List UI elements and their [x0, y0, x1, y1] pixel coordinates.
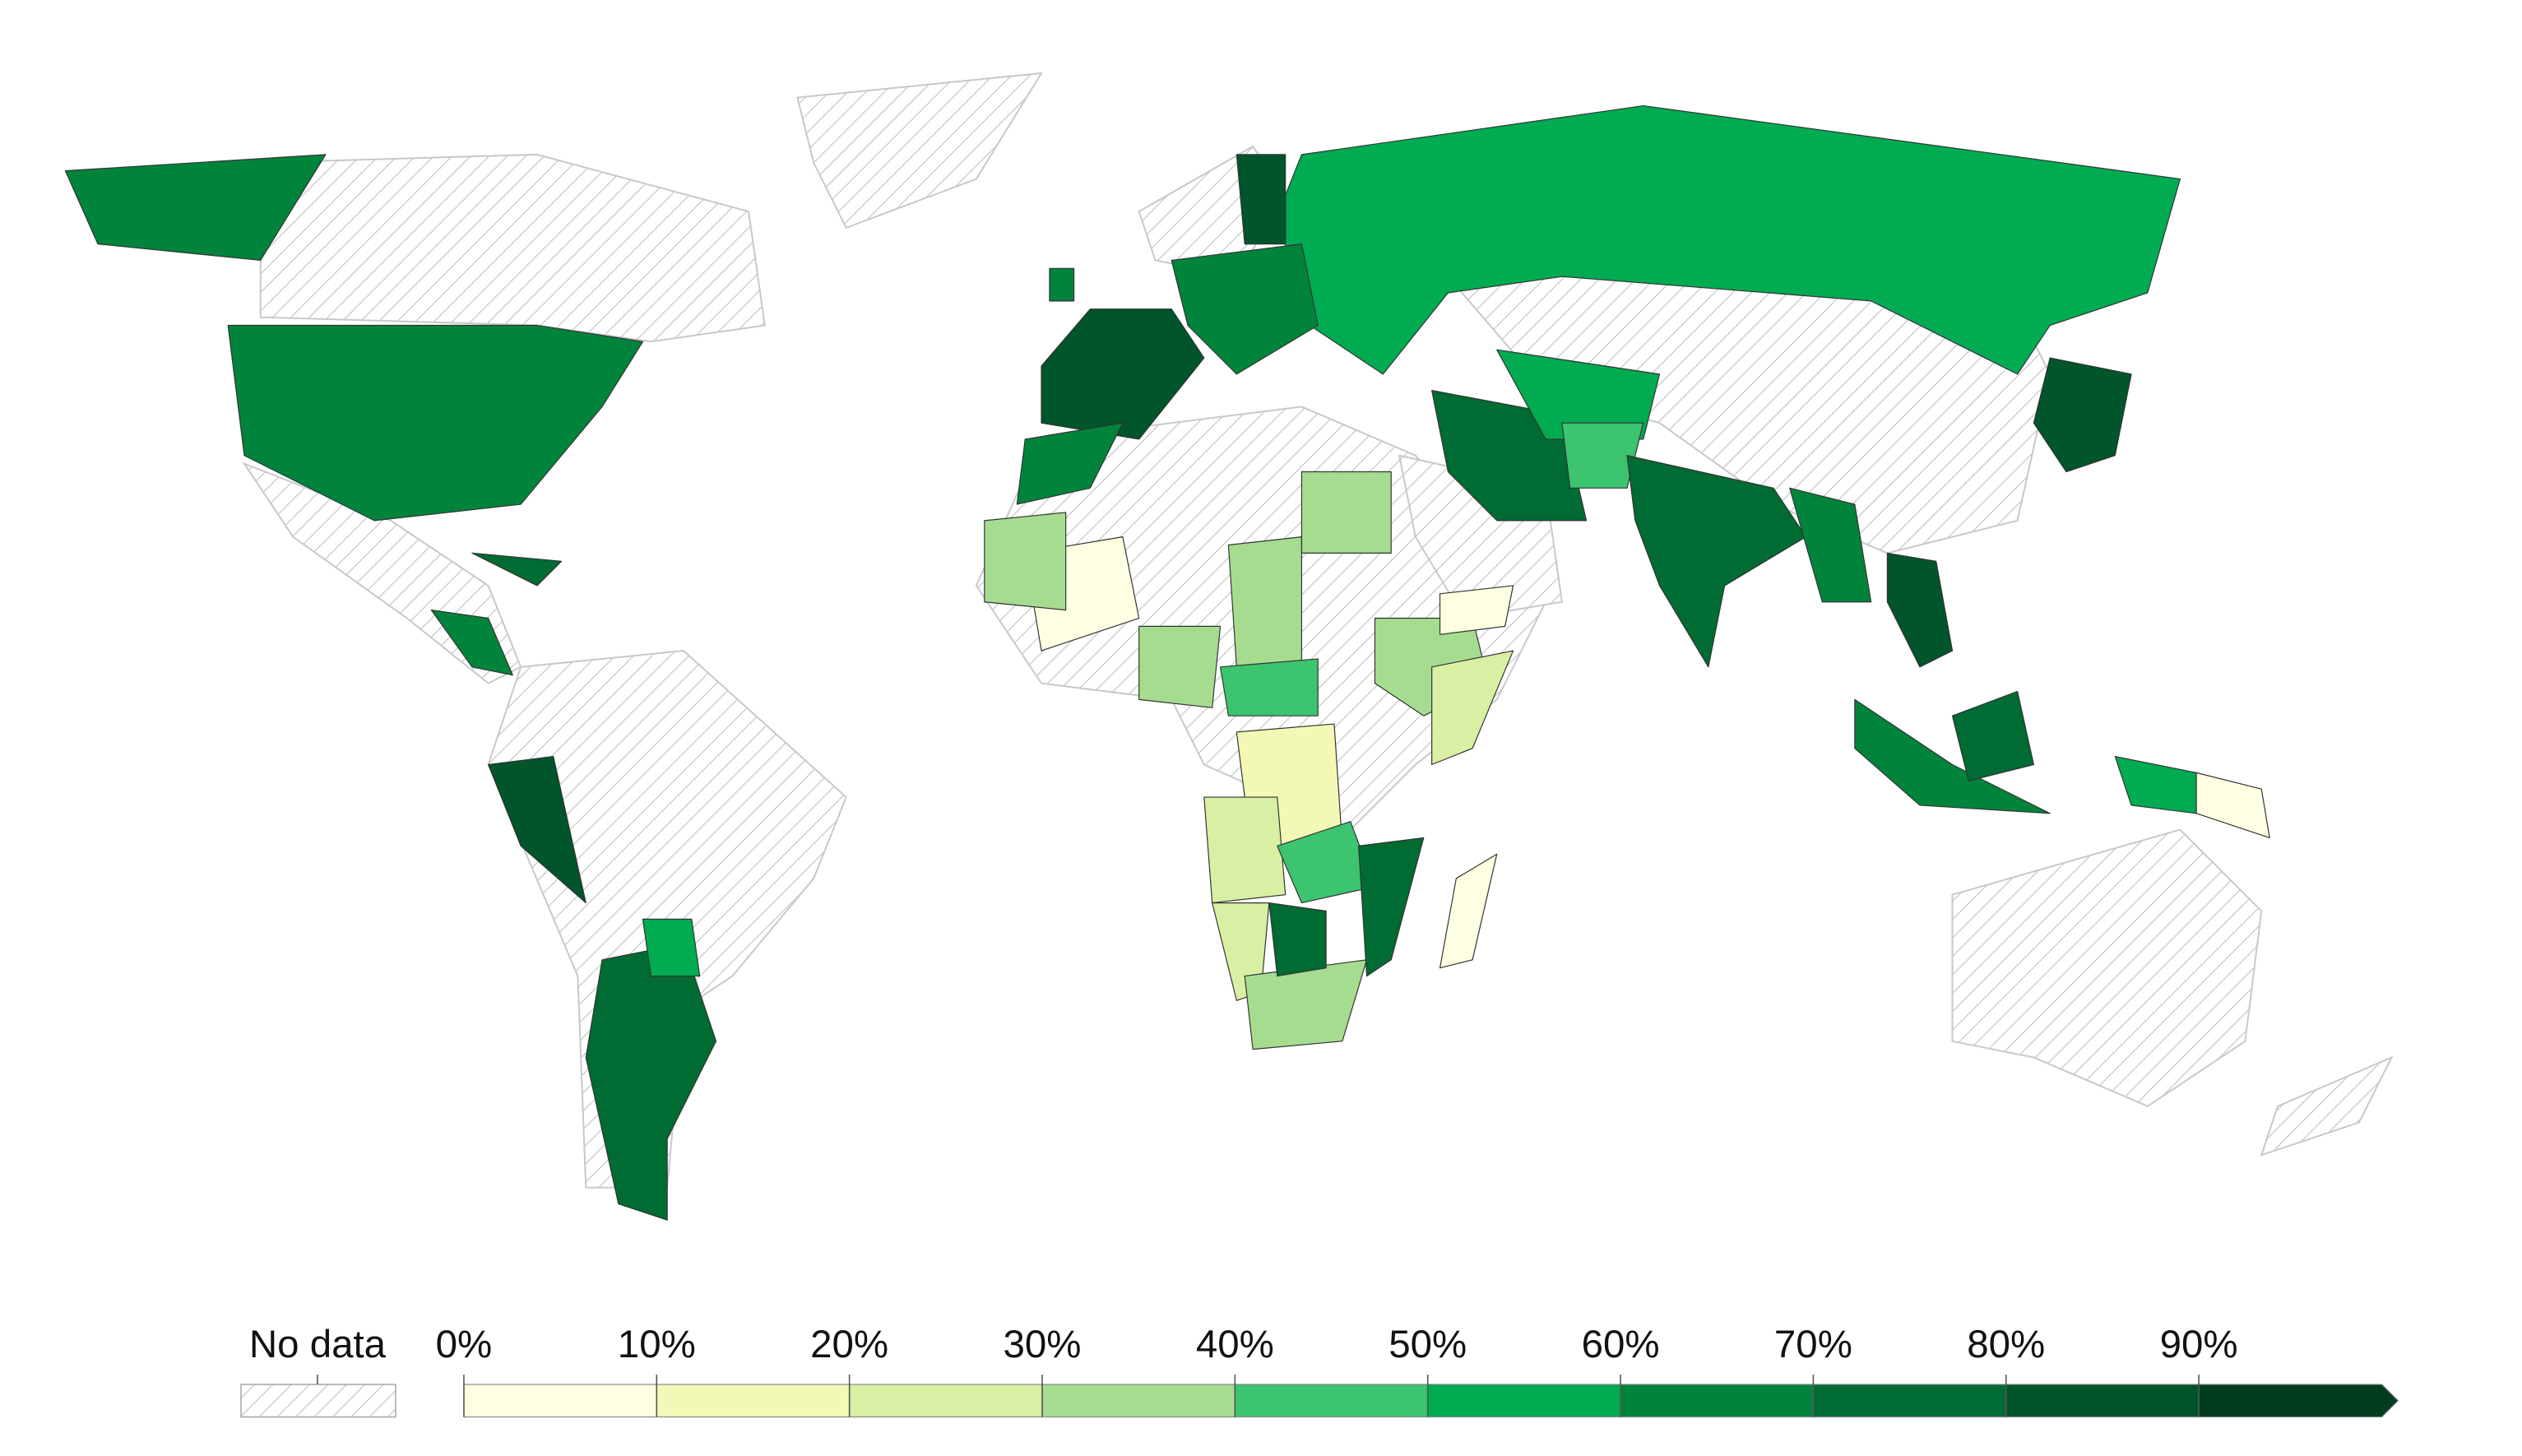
region: [1138, 625, 1222, 708]
legend-swatch: [1812, 1384, 2007, 1418]
region: [642, 918, 701, 977]
legend-tick-label: 50%: [1388, 1323, 1467, 1366]
region: [1236, 154, 1286, 245]
region: [1439, 853, 1498, 969]
legend-tick-label: 70%: [1774, 1323, 1852, 1366]
region: [1626, 455, 1807, 668]
legend-tick-label: 0%: [436, 1323, 493, 1366]
legend-swatch: [1041, 1384, 1236, 1418]
legend-swatch: [2198, 1384, 2399, 1418]
region: [1041, 308, 1205, 440]
regions: [64, 104, 2270, 1221]
no-data-swatch: [240, 1384, 396, 1418]
region: [1300, 471, 1392, 554]
legend-tick-label: 40%: [1196, 1323, 1274, 1366]
no-data-area: [2260, 1055, 2394, 1157]
region: [1431, 650, 1514, 766]
region: [1268, 902, 1327, 977]
legend-tick-label: 60%: [1582, 1323, 1660, 1366]
no-data-area: [796, 72, 1043, 230]
region: [64, 154, 327, 262]
region: [984, 512, 1067, 611]
region: [1854, 698, 2051, 814]
region: [1219, 658, 1319, 716]
region: [1358, 837, 1425, 977]
region: [1016, 422, 1124, 505]
region: [1561, 422, 1644, 489]
legend-tick-label: 20%: [810, 1323, 888, 1366]
region: [430, 610, 513, 676]
no-data-area: [259, 153, 766, 343]
legend-tick-label: 90%: [2160, 1323, 2238, 1366]
legend-swatch: [656, 1384, 851, 1418]
region: [1203, 796, 1286, 904]
region: [1496, 349, 1661, 440]
legend-swatch: [2005, 1384, 2200, 1418]
region: [2195, 772, 2270, 839]
region: [2033, 357, 2132, 473]
region: [1951, 690, 2034, 781]
no-data-area: [1951, 828, 2263, 1107]
legend: No data 0% 10% 20% 30% 40% 50% 60% 70% 80% 90%: [240, 1323, 2399, 1418]
legend-swatch: [1620, 1384, 1815, 1418]
legend-tick-label: 30%: [1004, 1323, 1082, 1366]
region: [1227, 536, 1303, 668]
legend-tick-label: 10%: [618, 1323, 696, 1366]
region: [227, 324, 644, 522]
region: [488, 756, 586, 904]
legend-swatch: [463, 1384, 657, 1418]
region: [471, 552, 563, 587]
region: [1049, 267, 1075, 302]
legend-swatch: [1234, 1384, 1429, 1418]
region: [2114, 756, 2197, 814]
region: [1171, 243, 1319, 375]
no-data-label: No data: [249, 1323, 387, 1366]
region: [1439, 585, 1514, 635]
legend-tick-label: 80%: [1967, 1323, 2045, 1366]
region: [1789, 487, 1872, 603]
legend-swatch: [1427, 1384, 1621, 1418]
legend-swatch: [849, 1384, 1043, 1418]
region: [1886, 552, 1954, 668]
region: [1244, 959, 1368, 1050]
